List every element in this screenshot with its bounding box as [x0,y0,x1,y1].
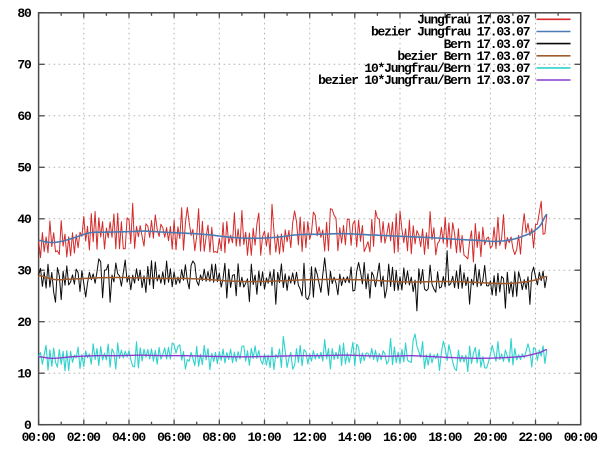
svg-text:02:00: 02:00 [67,430,101,445]
svg-text:16:00: 16:00 [383,430,417,445]
svg-text:40: 40 [17,212,32,227]
svg-text:00:00: 00:00 [564,430,598,445]
svg-text:30: 30 [17,263,32,278]
svg-text:12:00: 12:00 [293,430,327,445]
svg-text:50: 50 [17,161,32,176]
svg-text:18:00: 18:00 [428,430,462,445]
svg-text:20: 20 [17,315,32,330]
svg-text:70: 70 [17,58,32,73]
svg-text:bezier 10*Jungfrau/Bern 17.03.: bezier 10*Jungfrau/Bern 17.03.07 [318,73,530,88]
svg-text:04:00: 04:00 [112,430,146,445]
svg-text:80: 80 [17,6,32,21]
svg-text:Bern 17.03.07: Bern 17.03.07 [444,37,530,52]
svg-text:bezier Bern 17.03.07: bezier Bern 17.03.07 [397,49,529,64]
svg-text:22:00: 22:00 [518,430,552,445]
svg-text:10*Jungfrau/Bern 17.03.07: 10*Jungfrau/Bern 17.03.07 [364,61,529,76]
svg-text:00:00: 00:00 [22,430,56,445]
svg-text:14:00: 14:00 [338,430,372,445]
svg-text:60: 60 [17,109,32,124]
svg-text:bezier Jungfrau 17.03.07: bezier Jungfrau 17.03.07 [371,25,530,40]
svg-text:0: 0 [24,418,32,433]
svg-text:10: 10 [17,366,32,381]
svg-text:Jungfrau 17.03.07: Jungfrau 17.03.07 [417,13,530,28]
svg-text:10:00: 10:00 [247,430,281,445]
svg-text:08:00: 08:00 [202,430,236,445]
svg-text:06:00: 06:00 [157,430,191,445]
svg-text:20:00: 20:00 [473,430,507,445]
